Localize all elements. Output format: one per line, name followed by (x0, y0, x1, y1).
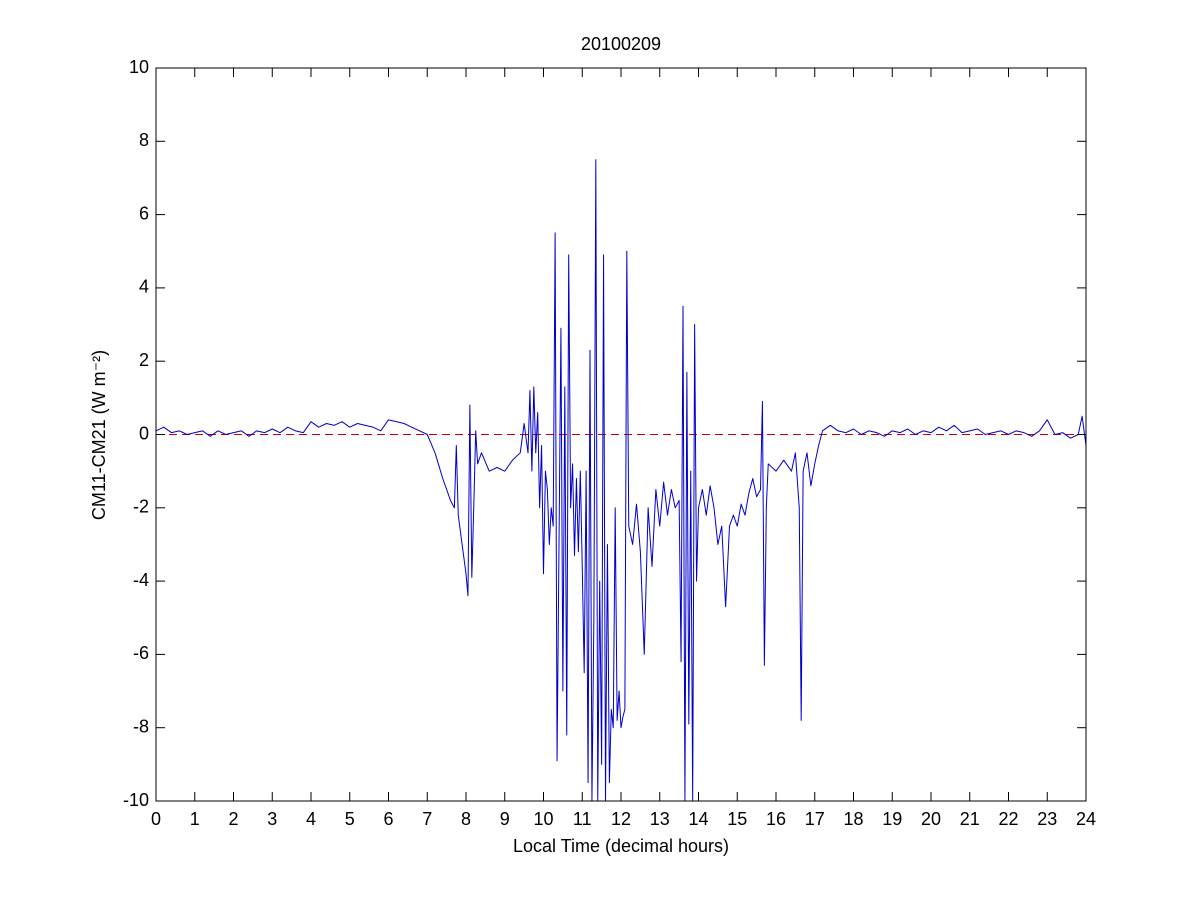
data-line (156, 159, 1086, 801)
x-tick-label: 5 (345, 809, 355, 829)
x-tick-label: 23 (1037, 809, 1057, 829)
x-tick-label: 21 (960, 809, 980, 829)
y-tick-label: 2 (139, 350, 149, 370)
x-tick-label: 11 (573, 809, 592, 829)
x-tick-label: 15 (727, 809, 747, 829)
x-tick-label: 1 (190, 809, 200, 829)
x-tick-label: 18 (843, 809, 863, 829)
x-tick-label: 16 (766, 809, 786, 829)
x-tick-label: 14 (688, 809, 708, 829)
x-tick-label: 20 (921, 809, 941, 829)
x-tick-label: 2 (228, 809, 238, 829)
x-tick-label: 24 (1076, 809, 1096, 829)
y-tick-label: 0 (139, 423, 149, 443)
x-tick-label: 13 (650, 809, 670, 829)
x-tick-label: 12 (611, 809, 631, 829)
x-tick-label: 17 (805, 809, 825, 829)
x-tick-label: 3 (267, 809, 277, 829)
y-axis-label: CM11-CM21 (W m⁻²) (89, 350, 109, 520)
x-tick-label: 6 (383, 809, 393, 829)
x-axis-label: Local Time (decimal hours) (513, 836, 729, 856)
x-tick-label: 8 (461, 809, 471, 829)
plot-area (156, 159, 1086, 801)
x-tick-label: 9 (500, 809, 510, 829)
x-tick-label: 7 (422, 809, 432, 829)
y-tick-label: -6 (133, 643, 149, 663)
x-tick-label: 19 (882, 809, 902, 829)
y-tick-label: -4 (133, 570, 149, 590)
x-tick-label: 4 (306, 809, 316, 829)
x-tick-label: 0 (151, 809, 161, 829)
x-tick-label: 10 (533, 809, 553, 829)
y-tick-label: 10 (129, 57, 149, 77)
y-tick-label: 6 (139, 203, 149, 223)
x-tick-label: 22 (998, 809, 1018, 829)
y-tick-label: 4 (139, 277, 149, 297)
y-tick-label: 8 (139, 130, 149, 150)
y-tick-label: -2 (133, 497, 149, 517)
y-tick-label: -10 (123, 790, 149, 810)
chart-title: 20100209 (581, 34, 661, 54)
y-tick-label: -8 (133, 716, 149, 736)
